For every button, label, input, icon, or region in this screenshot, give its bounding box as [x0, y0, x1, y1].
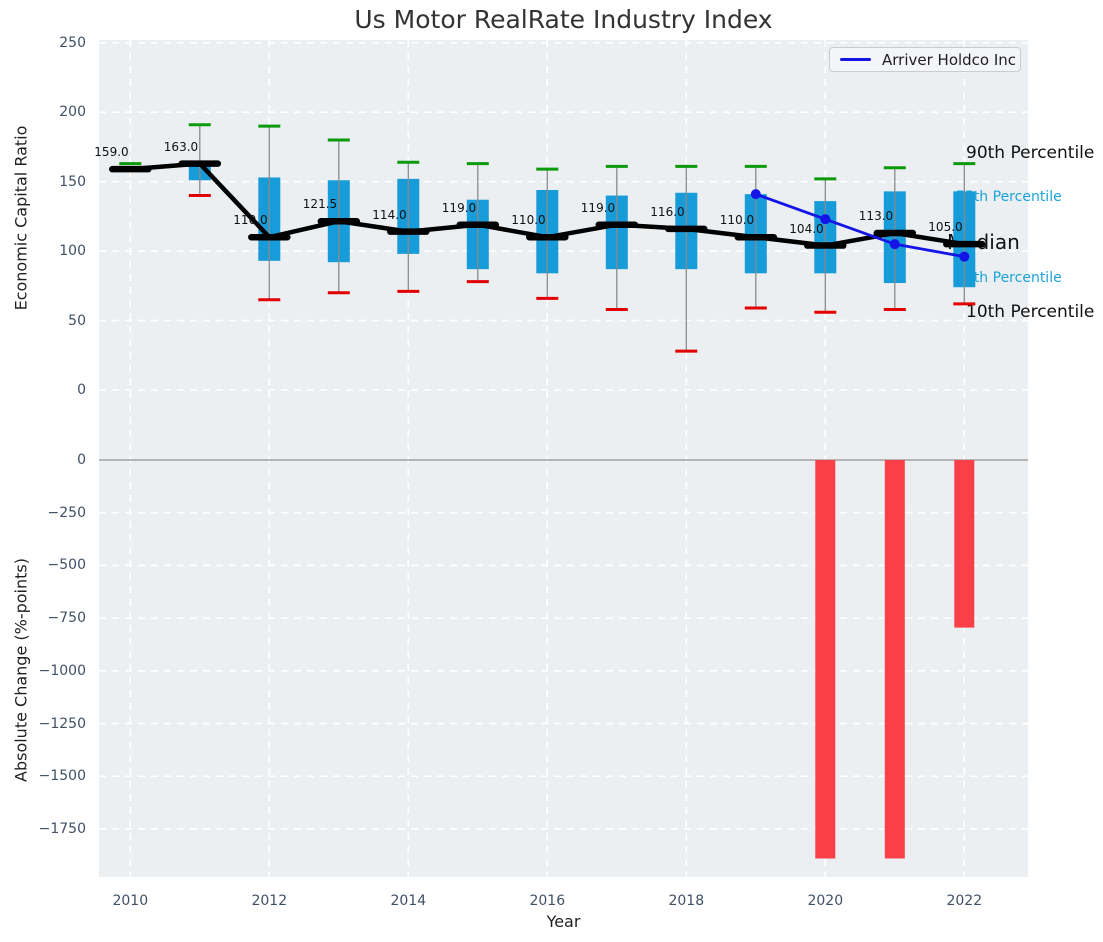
- bottom-ytick--1750: −1750: [38, 820, 86, 837]
- xtick-2014: 2014: [390, 893, 427, 909]
- median-annotation-2021: 113.0: [858, 209, 894, 224]
- label-90th-percentile: 90th Percentile: [966, 143, 1095, 163]
- top-y-axis-label: Economic Capital Ratio: [11, 125, 31, 311]
- median-annotation-2011: 163.0: [163, 139, 199, 154]
- bar-2021: [884, 460, 905, 859]
- xtick-2020: 2020: [807, 893, 844, 909]
- xtick-2022: 2022: [946, 893, 983, 909]
- bottom-ytick--500: −500: [47, 557, 86, 574]
- company-point-2021: [889, 239, 900, 250]
- top-ytick-200: 200: [59, 104, 86, 121]
- top-ytick-100: 100: [59, 243, 86, 260]
- xtick-2018: 2018: [668, 893, 705, 909]
- median-annotation-2017: 119.0: [580, 200, 616, 215]
- bar-2022: [954, 460, 975, 628]
- median-annotation-2020: 104.0: [789, 221, 824, 236]
- axes-background: [99, 40, 1028, 877]
- company-line: [755, 192, 965, 259]
- median-annotation-2016: 110.0: [511, 213, 546, 228]
- bottom-ytick--1500: −1500: [38, 768, 86, 785]
- company-point-2022: [959, 251, 970, 262]
- xtick-2010: 2010: [112, 893, 149, 909]
- bar-2020: [815, 460, 836, 859]
- x-axis-label: Year: [546, 912, 581, 931]
- median-annotation-2012: 110.0: [233, 213, 268, 228]
- median-annotation-2018: 116.0: [650, 204, 685, 219]
- bottom-ytick--1250: −1250: [38, 715, 86, 732]
- legend-series-label: Arriver Holdco Inc: [882, 50, 1017, 69]
- legend: Arriver Holdco Inc: [829, 47, 1021, 72]
- median-annotation-2019: 110.0: [719, 213, 755, 228]
- median-annotation-2013: 121.5: [302, 197, 338, 212]
- bottom-ytick--750: −750: [47, 610, 86, 627]
- top-ytick-0: 0: [77, 382, 86, 398]
- top-ytick-250: 250: [59, 34, 86, 51]
- median-annotation-2015: 119.0: [441, 200, 477, 215]
- top-ytick-150: 150: [59, 173, 86, 190]
- bottom-ytick--1000: −1000: [38, 662, 86, 679]
- median-annotation-2022: 105.0: [928, 220, 963, 235]
- legend-line-sample: [840, 58, 871, 61]
- bottom-ytick-0: 0: [77, 452, 86, 468]
- median-annotation-2010: 159.0: [94, 145, 129, 160]
- chart-title: Us Motor RealRate Industry Index: [354, 5, 773, 34]
- label-10th-percentile: 10th Percentile: [966, 302, 1095, 322]
- label-75th-percentile: 75th Percentile: [956, 189, 1062, 205]
- xtick-2012: 2012: [251, 893, 288, 909]
- bottom-ytick--250: −250: [47, 504, 86, 521]
- top-ytick-50: 50: [68, 312, 86, 329]
- company-point-2019: [750, 189, 761, 200]
- label-25th-percentile: 25th Percentile: [956, 270, 1062, 286]
- median-annotation-2014: 114.0: [372, 207, 407, 222]
- xtick-2016: 2016: [529, 893, 566, 909]
- company-point-2020: [820, 214, 831, 225]
